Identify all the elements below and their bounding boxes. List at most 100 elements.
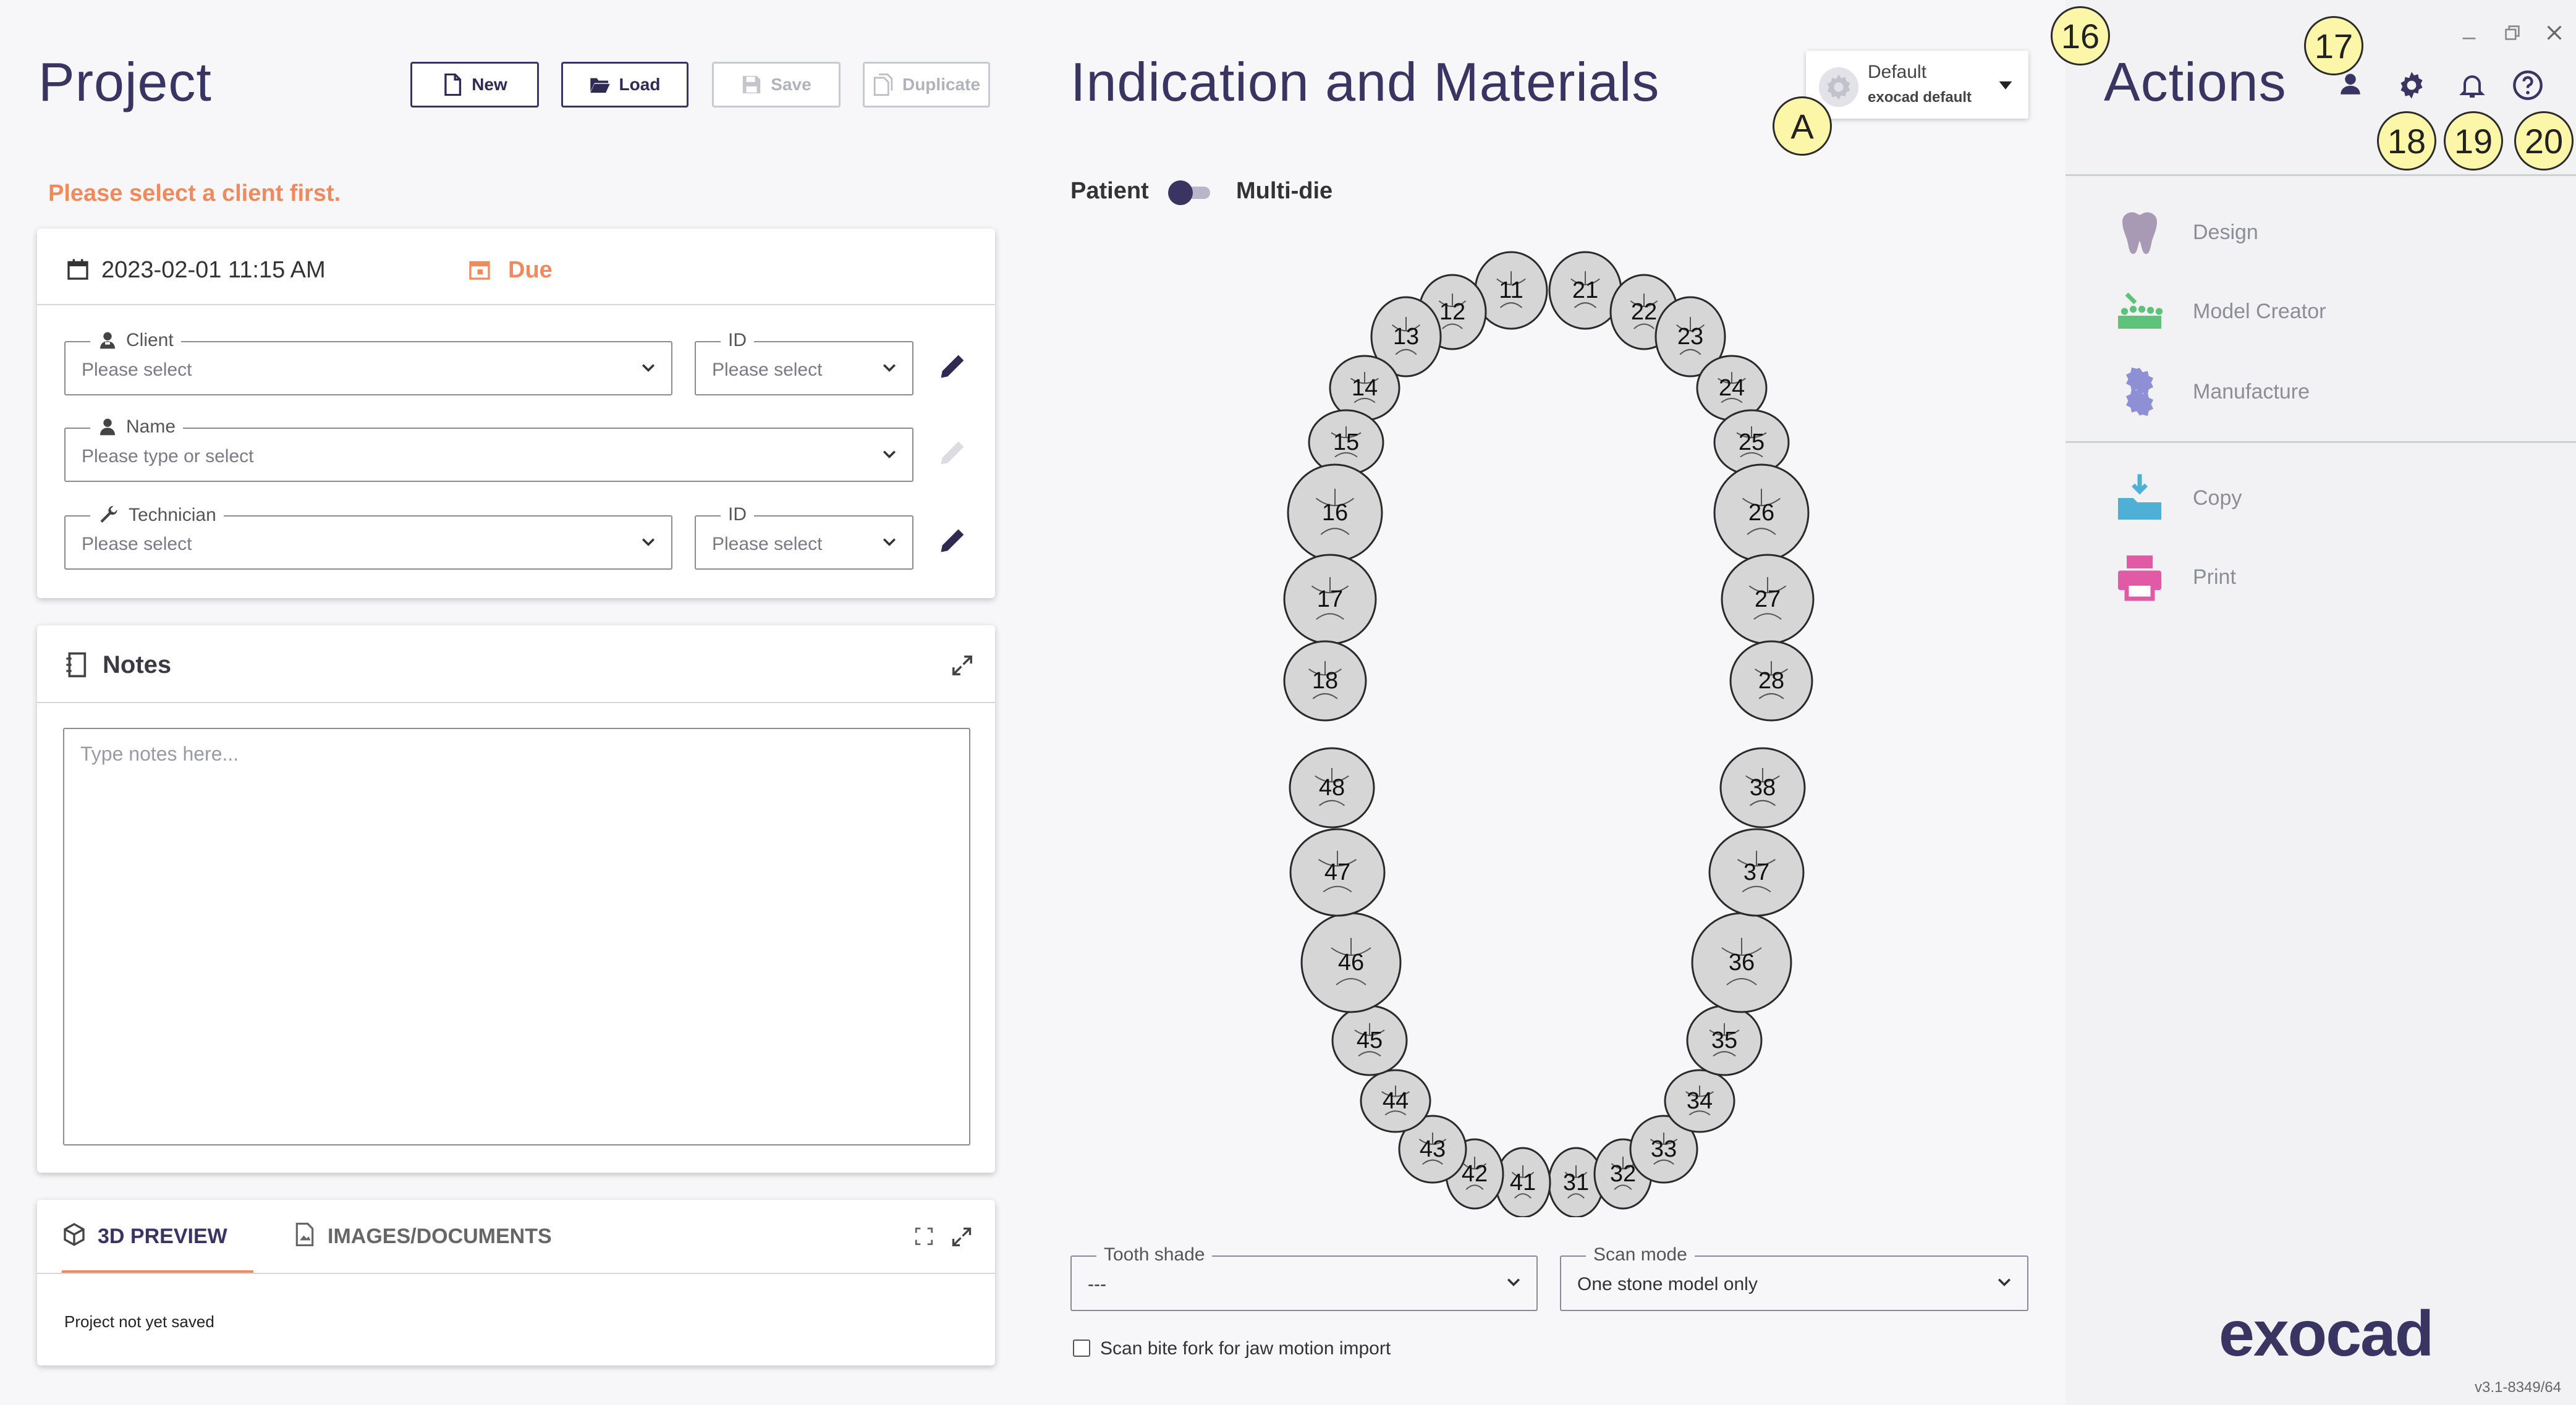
tooth-11[interactable]: 11	[1474, 251, 1548, 330]
edit-name-pencil-icon[interactable]	[937, 436, 969, 468]
help-icon[interactable]	[2512, 69, 2544, 101]
scan-mode-select[interactable]: Scan mode One stone model only	[1560, 1244, 2028, 1311]
tooth-number-33: 33	[1651, 1136, 1677, 1162]
user-icon[interactable]	[2337, 72, 2363, 98]
patient-multidie-toggle[interactable]	[1168, 180, 1213, 205]
client-warning: Please select a client first.	[48, 180, 341, 206]
copy-folder-icon	[2118, 474, 2161, 520]
tab-images-documents[interactable]: IMAGES/DOCUMENTS	[293, 1222, 552, 1249]
restore-icon[interactable]	[2504, 25, 2520, 41]
tooth-15[interactable]: 15	[1308, 409, 1384, 476]
expand-icon[interactable]	[951, 654, 974, 677]
tooth-14[interactable]: 14	[1329, 355, 1400, 421]
client-icon	[100, 332, 115, 349]
tooth-17[interactable]: 17	[1283, 554, 1377, 645]
tooth-chart[interactable]: 11 12 13 14 15 16 17 18 21 22 23 24 25 26 27 28 31 32 33 34…	[1273, 241, 1829, 1217]
tooth-33[interactable]: 33	[1629, 1115, 1698, 1184]
tooth-36[interactable]: 36	[1691, 912, 1792, 1013]
tooth-13[interactable]: 13	[1370, 296, 1442, 378]
tooth-45[interactable]: 45	[1331, 1005, 1408, 1076]
minimize-icon[interactable]	[2461, 27, 2477, 43]
bite-fork-checkbox[interactable]	[1073, 1340, 1090, 1357]
scan-mode-value: One stone model only	[1577, 1274, 1758, 1294]
tooth-number-38: 38	[1750, 775, 1776, 801]
tooth-number-47: 47	[1324, 859, 1350, 885]
tab-3d-preview[interactable]: 3D PREVIEW	[62, 1222, 253, 1273]
tooth-number-17: 17	[1317, 586, 1343, 612]
action-design[interactable]: Design	[2114, 206, 2258, 258]
preset-dropdown[interactable]: Default exocad default	[1806, 51, 2028, 119]
tooth-48[interactable]: 48	[1289, 747, 1375, 829]
tooth-number-18: 18	[1312, 668, 1338, 694]
notes-textarea[interactable]: Type notes here...	[63, 728, 970, 1146]
edit-technician-pencil-icon[interactable]	[937, 524, 969, 556]
printer-icon	[2118, 555, 2161, 601]
tooth-26[interactable]: 26	[1713, 463, 1810, 562]
tooth-47[interactable]: 47	[1289, 828, 1386, 917]
exocad-logo: exocad	[2219, 1298, 2434, 1370]
multidie-label: Multi-die	[1236, 178, 1333, 204]
tooth-23[interactable]: 23	[1654, 296, 1726, 378]
tooth-38[interactable]: 38	[1719, 747, 1806, 829]
technician-id-select[interactable]: ID Please select	[695, 504, 913, 570]
callout-17: 17	[2304, 16, 2363, 75]
notes-card: Notes Type notes here...	[37, 625, 995, 1173]
tooth-37[interactable]: 37	[1708, 828, 1805, 917]
tooth-25[interactable]: 25	[1713, 409, 1790, 476]
actions-title: Actions	[2104, 51, 2287, 112]
duplicate-button[interactable]: Duplicate	[863, 62, 990, 108]
tooth-46[interactable]: 46	[1300, 912, 1402, 1013]
tooth-24[interactable]: 24	[1696, 355, 1768, 421]
tooth-number-45: 45	[1357, 1027, 1383, 1053]
client-card: 2023-02-01 11:15 AM Due Client Please se…	[37, 229, 995, 598]
new-button[interactable]: New	[410, 62, 539, 108]
save-icon	[743, 75, 761, 94]
chevron-down-icon	[642, 364, 655, 372]
action-manufacture-label: Manufacture	[2193, 379, 2310, 403]
tooth-35[interactable]: 35	[1686, 1005, 1763, 1076]
tooth-34[interactable]: 34	[1664, 1069, 1735, 1133]
tooth-16[interactable]: 16	[1287, 463, 1383, 562]
chevron-down-icon	[883, 538, 896, 546]
project-datetime[interactable]: 2023-02-01 11:15 AM	[101, 257, 326, 283]
callout-18: 18	[2377, 111, 2436, 171]
name-select[interactable]: Name Please type or select	[64, 416, 913, 482]
tooth-number-15: 15	[1333, 429, 1359, 455]
person-icon	[100, 418, 115, 436]
preset-gear-icon	[1818, 67, 1859, 108]
client-select[interactable]: Client Please select	[64, 330, 672, 395]
preview-card: 3D PREVIEW IMAGES/DOCUMENTS Project not …	[37, 1200, 995, 1365]
tooth-27[interactable]: 27	[1721, 554, 1815, 645]
edit-client-pencil-icon[interactable]	[937, 350, 969, 382]
document-image-icon	[295, 1223, 314, 1246]
tooth-43[interactable]: 43	[1398, 1115, 1467, 1184]
technician-select[interactable]: Technician Please select	[64, 504, 672, 570]
close-icon[interactable]	[2546, 25, 2562, 41]
folder-open-icon	[590, 78, 610, 93]
save-button[interactable]: Save	[712, 62, 841, 108]
tooth-18[interactable]: 18	[1283, 640, 1367, 722]
action-copy[interactable]: Copy	[2114, 472, 2242, 524]
calendar-icon	[67, 259, 88, 280]
fullscreen-icon[interactable]	[913, 1226, 934, 1247]
tooth-44[interactable]: 44	[1360, 1069, 1431, 1133]
new-button-label: New	[472, 75, 507, 94]
expand-preview-icon[interactable]	[951, 1226, 973, 1248]
preset-name: Default	[1868, 62, 1927, 82]
tooth-number-48: 48	[1319, 775, 1345, 801]
action-print[interactable]: Print	[2114, 551, 2236, 603]
load-button[interactable]: Load	[561, 62, 688, 108]
client-id-select[interactable]: ID Please select	[695, 330, 913, 395]
tooth-41[interactable]: 41	[1494, 1147, 1551, 1217]
action-print-label: Print	[2193, 565, 2236, 589]
notifications-bell-icon[interactable]	[2457, 70, 2487, 100]
client-label: Client	[126, 330, 174, 350]
action-manufacture[interactable]: Manufacture	[2114, 366, 2310, 418]
action-model-creator[interactable]: Model Creator	[2114, 285, 2326, 337]
due-label[interactable]: Due	[508, 257, 553, 283]
settings-gear-icon[interactable]	[2396, 69, 2428, 101]
tooth-28[interactable]: 28	[1729, 640, 1813, 722]
tooth-number-24: 24	[1719, 375, 1745, 401]
tooth-shade-select[interactable]: Tooth shade ---	[1070, 1244, 1538, 1311]
tooth-21[interactable]: 21	[1548, 251, 1622, 330]
